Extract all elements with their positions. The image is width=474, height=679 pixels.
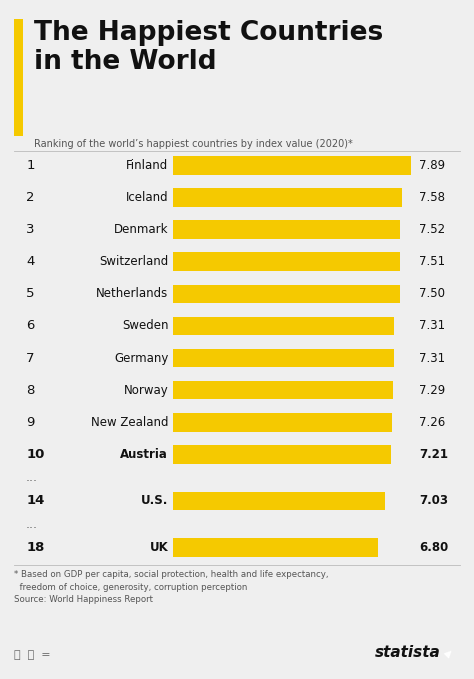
Text: Iceland: Iceland xyxy=(126,191,168,204)
Text: 9: 9 xyxy=(26,416,35,429)
Text: The Happiest Countries
in the World: The Happiest Countries in the World xyxy=(34,20,383,75)
Text: Finland: Finland xyxy=(126,159,168,172)
Text: Denmark: Denmark xyxy=(114,223,168,236)
Text: 7.89: 7.89 xyxy=(419,159,446,172)
Text: 7.58: 7.58 xyxy=(419,191,446,204)
Text: ▲: ▲ xyxy=(442,646,455,659)
Text: 10: 10 xyxy=(26,448,45,461)
Text: 8: 8 xyxy=(26,384,35,397)
Text: Sweden: Sweden xyxy=(122,320,168,333)
Text: 5: 5 xyxy=(26,287,35,300)
Text: 6.80: 6.80 xyxy=(419,541,449,554)
Text: ⓒ  ⓘ  =: ⓒ ⓘ = xyxy=(14,650,51,660)
Text: Netherlands: Netherlands xyxy=(96,287,168,300)
Text: 7.51: 7.51 xyxy=(419,255,446,268)
Text: 7.29: 7.29 xyxy=(419,384,446,397)
Text: ...: ... xyxy=(26,518,38,531)
Text: Norway: Norway xyxy=(124,384,168,397)
Text: 7.50: 7.50 xyxy=(419,287,446,300)
Text: 7.52: 7.52 xyxy=(419,223,446,236)
Text: 7.26: 7.26 xyxy=(419,416,446,429)
Text: UK: UK xyxy=(149,541,168,554)
Text: 7: 7 xyxy=(26,352,35,365)
Text: 6: 6 xyxy=(26,320,35,333)
Text: 14: 14 xyxy=(26,494,45,507)
Text: 7.31: 7.31 xyxy=(419,320,446,333)
Text: 1: 1 xyxy=(26,159,35,172)
Text: U.S.: U.S. xyxy=(141,494,168,507)
Text: 3: 3 xyxy=(26,223,35,236)
Text: 7.21: 7.21 xyxy=(419,448,448,461)
Text: 7.03: 7.03 xyxy=(419,494,448,507)
Text: Germany: Germany xyxy=(114,352,168,365)
Text: 7.31: 7.31 xyxy=(419,352,446,365)
Text: * Based on GDP per capita, social protection, health and life expectancy,
  free: * Based on GDP per capita, social protec… xyxy=(14,570,329,604)
Text: Ranking of the world’s happiest countries by index value (2020)*: Ranking of the world’s happiest countrie… xyxy=(34,139,353,149)
Text: Switzerland: Switzerland xyxy=(99,255,168,268)
Text: Austria: Austria xyxy=(120,448,168,461)
Text: 4: 4 xyxy=(26,255,35,268)
Text: 18: 18 xyxy=(26,541,45,554)
Text: 2: 2 xyxy=(26,191,35,204)
Text: ...: ... xyxy=(26,471,38,484)
Text: statista: statista xyxy=(375,645,441,660)
Text: New Zealand: New Zealand xyxy=(91,416,168,429)
